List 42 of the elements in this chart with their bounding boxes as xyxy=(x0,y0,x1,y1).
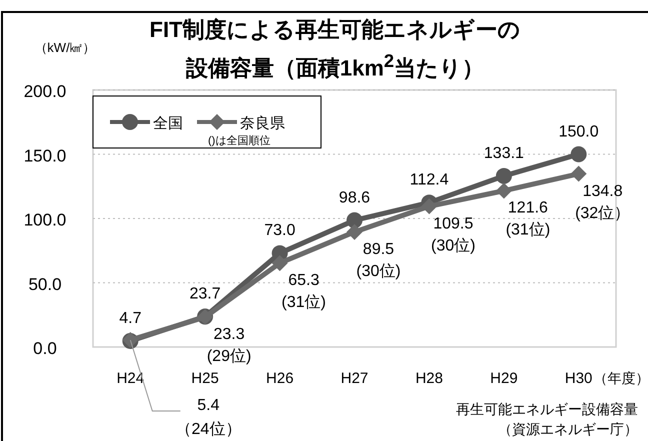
data-label: 109.5 (30位) xyxy=(430,215,476,254)
data-label: 150.0 xyxy=(558,123,599,140)
y-tick-label: 50.0 xyxy=(28,274,62,294)
data-label: 134.8 (32位） xyxy=(575,182,630,222)
legend-label: 全国 xyxy=(153,115,183,132)
y-axis-title: （kW/㎢） xyxy=(34,40,96,55)
y-tick-label: 100.0 xyxy=(24,210,66,230)
x-tick-label: H28 xyxy=(415,370,443,387)
y-tick-label: 200.0 xyxy=(24,82,66,101)
point xyxy=(570,146,587,162)
point xyxy=(421,198,438,214)
text: 再生可能エネルギー設備容量 xyxy=(456,401,638,417)
x-axis-title: （年度） xyxy=(593,370,648,386)
chart-title: FIT制度による再生可能エネルギーの設備容量（面積1km$^{2}$当たり） xyxy=(148,16,522,82)
point xyxy=(346,224,362,240)
data-label: 73.0 xyxy=(264,222,296,240)
x-tick-label: H24 xyxy=(116,370,144,387)
legend-label: 奈良県 xyxy=(240,115,285,132)
x-tick-label: H29 xyxy=(490,370,518,387)
data-label: 4.7 xyxy=(119,310,142,327)
data-label: 98.6 xyxy=(338,189,370,206)
data-label: 89.5 (30位) xyxy=(356,240,401,280)
data-label: 121.6 (31位) xyxy=(506,200,550,239)
point xyxy=(570,166,587,182)
x-tick-label: H26 xyxy=(266,370,294,387)
data-label: 112.4 xyxy=(410,172,449,189)
x-tick-label: H30 xyxy=(564,370,592,387)
point xyxy=(496,182,512,199)
point xyxy=(346,212,362,228)
x-tick-label: H27 xyxy=(340,370,368,387)
x-tick-label: H25 xyxy=(191,370,219,387)
data-label: 65.3 (31位) xyxy=(282,272,326,312)
point xyxy=(272,255,288,272)
y-tick-label: 0.0 xyxy=(33,339,57,358)
data-label: 23.3 (29位) xyxy=(206,326,252,366)
data-label: 5.4 （24位） xyxy=(175,397,242,438)
text: （資源エネルギー庁） xyxy=(498,421,638,437)
annotation: ()は全国順位 xyxy=(208,135,270,147)
data-label: 133.1 xyxy=(484,144,524,162)
point xyxy=(496,168,512,184)
y-tick-label: 150.0 xyxy=(24,146,66,166)
data-label: 23.7 xyxy=(190,286,221,303)
